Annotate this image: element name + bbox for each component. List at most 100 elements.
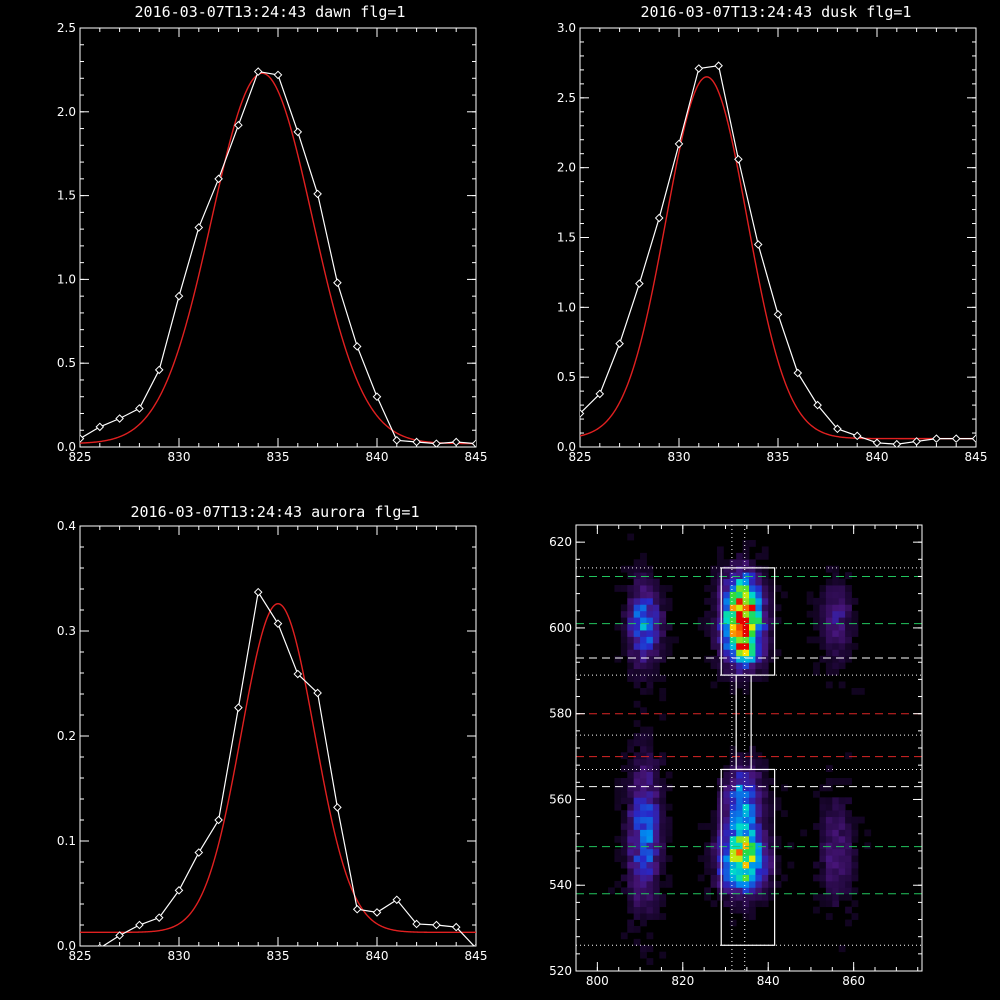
- heatmap-pixel: [704, 893, 711, 901]
- x-tick-label: 845: [465, 949, 488, 963]
- heatmap-pixel: [845, 572, 852, 579]
- heatmap-pixel: [825, 797, 833, 805]
- heatmap-pixel: [723, 675, 731, 682]
- heatmap-pixel: [838, 617, 846, 625]
- heatmap-pixel: [716, 604, 724, 612]
- heatmap-pixel: [832, 880, 840, 888]
- heatmap-pixel: [659, 604, 667, 612]
- heatmap-pixel: [742, 868, 750, 875]
- heatmap-pixel: [704, 623, 711, 631]
- heatmap-pixel: [774, 861, 782, 869]
- heatmap-pixel: [742, 810, 750, 818]
- heatmap-pixel: [761, 597, 769, 605]
- heatmap-pixel: [710, 617, 718, 625]
- heatmap-pixel: [710, 655, 718, 663]
- heatmap-pixel: [627, 617, 635, 625]
- heatmap-pixel: [614, 803, 622, 811]
- heatmap-pixel: [806, 636, 814, 644]
- heatmap-pixel: [640, 835, 647, 843]
- heatmap-pixel: [838, 797, 846, 805]
- heatmap-pixel: [749, 855, 756, 863]
- heatmap-pixel: [620, 887, 628, 895]
- heatmap-pixel: [749, 790, 756, 798]
- heatmap-pixel: [838, 597, 846, 605]
- heatmap-pixel: [736, 662, 743, 670]
- heatmap-pixel: [742, 874, 750, 882]
- heatmap-pixel: [627, 842, 635, 850]
- heatmap-pixel: [659, 694, 667, 702]
- data-point-diamond: [694, 64, 704, 73]
- heatmap-pixel: [845, 797, 852, 805]
- aurora-chart-title: 2016-03-07T13:24:43 aurora flg=1: [131, 503, 420, 521]
- heatmap-pixel: [749, 784, 756, 792]
- heatmap-pixel: [845, 642, 852, 650]
- heatmap-pixel: [646, 630, 654, 637]
- heatmap-pixel: [646, 642, 654, 650]
- heatmap-pixel: [825, 630, 833, 637]
- heatmap-pixel: [640, 597, 647, 605]
- heatmap-pixel: [716, 861, 724, 869]
- heatmap-pixel: [819, 829, 827, 837]
- heatmap-pixel: [832, 630, 840, 637]
- heatmap-pixel: [755, 752, 763, 760]
- heatmap-pixel: [620, 642, 628, 650]
- heatmap-pixel: [710, 816, 718, 824]
- heatmap-pixel: [620, 816, 628, 824]
- heatmap-pixel: [813, 662, 820, 670]
- heatmap-pixel: [838, 803, 846, 811]
- heatmap-pixel: [620, 565, 628, 573]
- heatmap-pixel: [832, 668, 840, 676]
- heatmap-pixel: [851, 913, 859, 920]
- heatmap-pixel: [672, 636, 679, 644]
- heatmap-pixel: [627, 745, 635, 753]
- heatmap-pixel: [800, 829, 808, 837]
- heatmap-pixel: [716, 778, 724, 785]
- heatmap-pixel: [633, 842, 641, 850]
- heatmap-pixel: [838, 778, 846, 785]
- heatmap-pixel: [665, 585, 673, 592]
- heatmap-pixel: [742, 887, 750, 895]
- heatmap-pixel: [652, 810, 660, 818]
- heatmap-pixel: [627, 803, 635, 811]
- heatmap-pixel: [851, 868, 859, 875]
- heatmap-pixel: [646, 835, 654, 843]
- heatmap-pixel: [768, 610, 776, 618]
- heatmap-pixel: [627, 880, 635, 888]
- heatmap-pixel: [819, 848, 827, 856]
- heatmap-pixel: [832, 649, 840, 657]
- heatmap-pixel: [652, 597, 660, 605]
- heatmap-pixel: [742, 829, 750, 837]
- heatmap-pixel: [749, 655, 756, 663]
- heatmap-pixel: [620, 610, 628, 618]
- heatmap-pixel: [652, 668, 660, 676]
- heatmap-pixel: [614, 585, 622, 592]
- heatmap-pixel: [755, 880, 763, 888]
- heatmap-pixel: [749, 649, 756, 657]
- heatmap-pixel: [646, 649, 654, 657]
- heatmap-pixel: [716, 784, 724, 792]
- data-point-diamond: [392, 435, 402, 445]
- data-point-diamond: [97, 943, 103, 946]
- heatmap-pixel: [627, 655, 635, 663]
- y-tick-label: 620: [549, 535, 572, 549]
- heatmap-pixel: [716, 829, 724, 837]
- heatmap-pixel: [659, 868, 667, 875]
- heatmap-pixel: [742, 572, 750, 579]
- heatmap-pixel: [755, 874, 763, 882]
- heatmap-pixel: [640, 707, 647, 715]
- data-point-diamond: [214, 815, 223, 825]
- heatmap-pixel: [627, 816, 635, 824]
- heatmap-pixel: [819, 655, 827, 663]
- heatmap-pixel: [716, 803, 724, 811]
- heatmap-pixel: [627, 604, 635, 612]
- heatmap-pixel: [723, 848, 731, 856]
- heatmap-pixel: [620, 765, 628, 772]
- data-point-diamond: [793, 368, 803, 378]
- heatmap-pixel: [845, 636, 852, 644]
- heatmap-pixel: [768, 887, 776, 895]
- heatmap-pixel: [736, 559, 743, 567]
- heatmap-pixel: [627, 597, 635, 605]
- heatmap-pixel: [736, 887, 743, 895]
- heatmap-pixel: [729, 893, 737, 901]
- heatmap-pixel: [640, 868, 647, 875]
